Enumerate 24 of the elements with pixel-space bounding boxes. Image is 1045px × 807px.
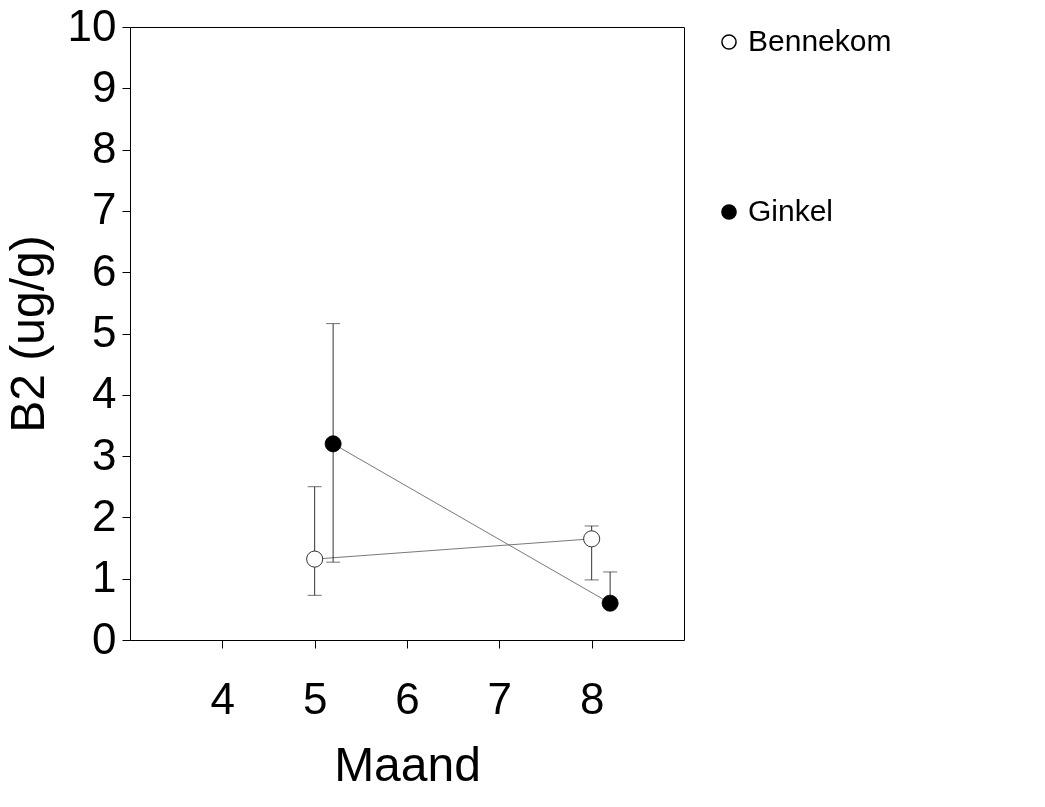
y-tick-label: 0	[92, 613, 117, 663]
x-tick-label: 5	[302, 673, 328, 723]
x-tick-label: 4	[210, 673, 236, 723]
y-tick-label: 4	[92, 368, 117, 418]
y-tick-label: 8	[92, 123, 117, 173]
legend-label: Ginkel	[748, 194, 834, 227]
y-tick-label: 6	[92, 245, 117, 295]
y-tick-label: 7	[92, 184, 117, 234]
legend-label: Bennekom	[748, 24, 892, 57]
x-tick-label: 7	[487, 673, 513, 723]
y-tick-label: 1	[92, 552, 117, 602]
point	[601, 594, 619, 612]
y-tick-label: 10	[67, 0, 117, 50]
y-tick-label: 2	[92, 490, 117, 540]
y-tick-label: 5	[92, 307, 117, 356]
y-axis-title: B2 (ug/g)	[0, 235, 54, 433]
point	[583, 530, 601, 548]
y-tick-label: 3	[92, 429, 117, 479]
x-tick-label: 6	[395, 673, 420, 723]
point	[306, 550, 324, 568]
x-axis-title: Maand	[334, 737, 481, 791]
point	[324, 435, 342, 453]
x-tick-label: 8	[579, 673, 605, 723]
y-tick-label: 9	[92, 61, 117, 111]
